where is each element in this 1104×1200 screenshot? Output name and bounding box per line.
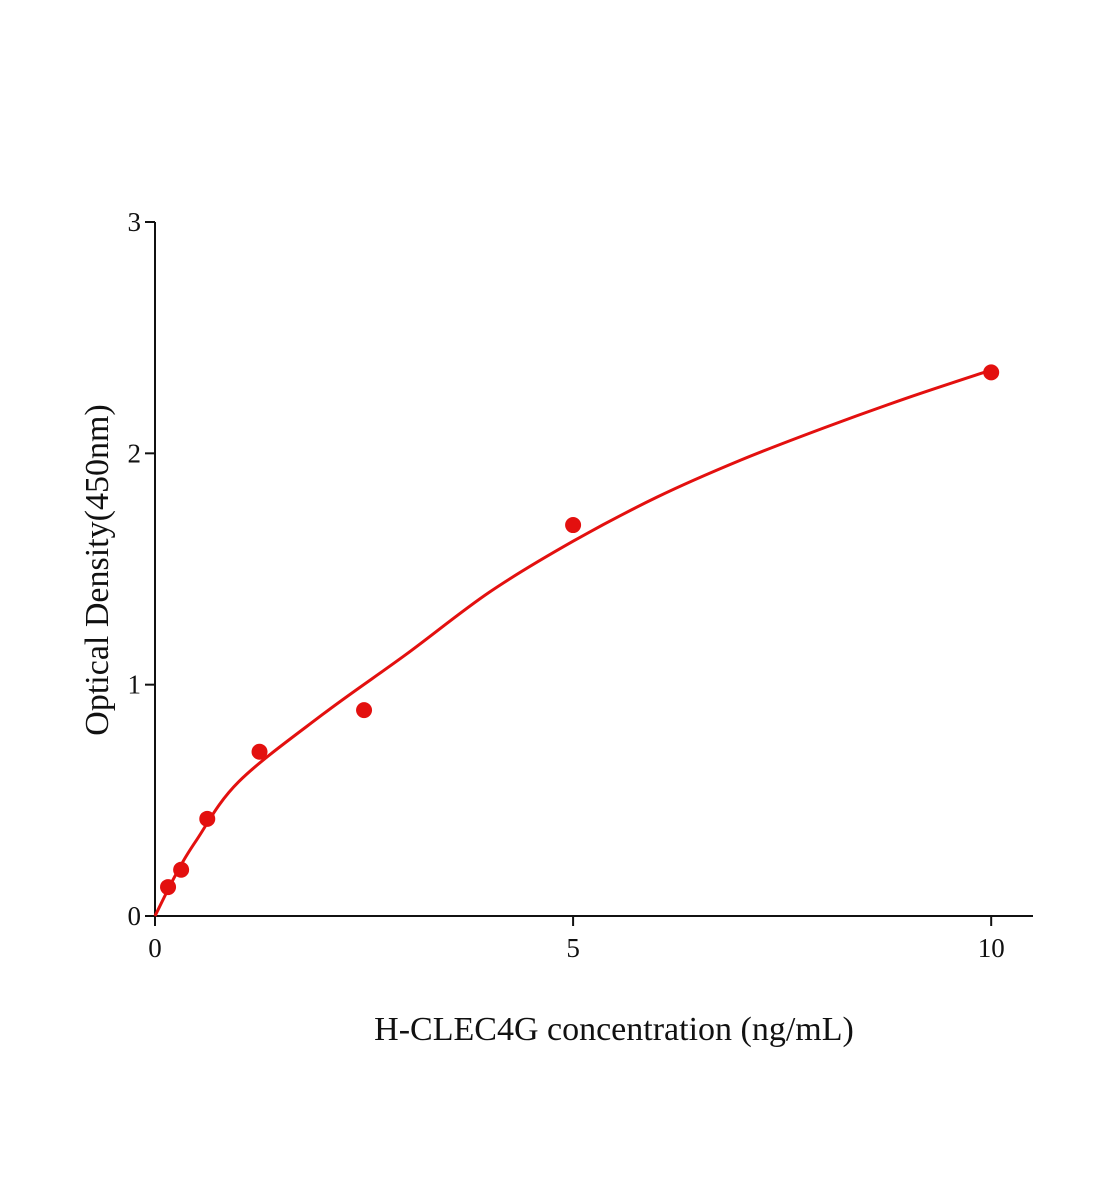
y-tick-label: 2 [128,438,142,468]
x-axis-label: H-CLEC4G concentration (ng/mL) [374,1011,854,1048]
data-point [251,743,268,760]
data-point [565,517,582,534]
y-tick-label: 0 [128,901,142,931]
y-tick-label: 3 [128,207,142,237]
y-tick-label: 1 [128,670,142,700]
x-tick-label: 5 [566,933,580,963]
data-point [983,364,1000,381]
x-tick-label: 10 [978,933,1005,963]
x-tick-label: 0 [148,933,162,963]
fit-curve [153,368,992,917]
y-axis-label: Optical Density(450nm) [79,404,116,735]
data-point [356,702,373,719]
